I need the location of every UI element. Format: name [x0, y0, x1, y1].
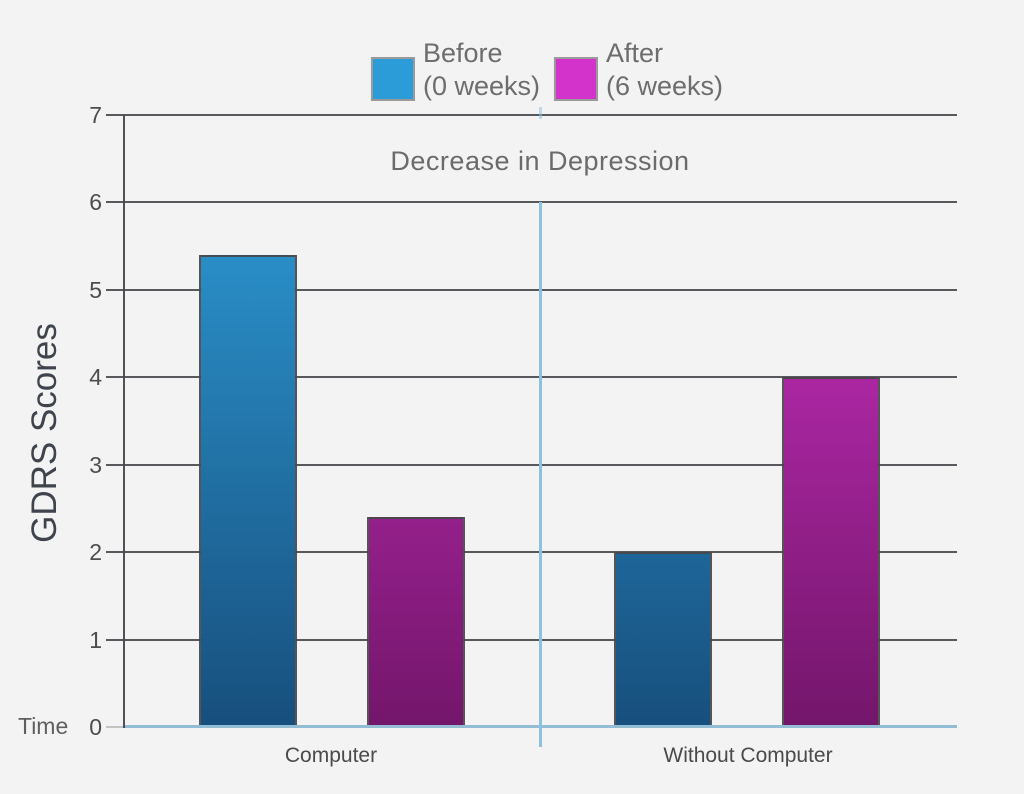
y-tick-label-2: 2	[89, 539, 102, 566]
plot-area	[123, 107, 957, 747]
legend-swatch-after-icon	[554, 57, 598, 101]
legend-label-after-line2: (6 weeks)	[606, 71, 724, 101]
y-tick-label-3: 3	[89, 451, 102, 478]
legend-item-after: After (6 weeks)	[554, 37, 723, 103]
y-tick-7	[106, 114, 123, 116]
legend-swatch-before-icon	[370, 57, 415, 101]
group-divider-line	[539, 202, 542, 747]
legend-label-after-line1: After	[606, 38, 664, 68]
bar-without-computer-before	[614, 552, 712, 727]
y-tick-2	[106, 551, 123, 554]
bar-without-computer-after	[782, 377, 880, 727]
category-label-computer: Computer	[284, 744, 378, 767]
y-axis-title: GDRS Scores	[25, 323, 64, 543]
legend: Before (0 weeks) After (6 weeks)	[370, 37, 723, 103]
chart-title: Decrease in Depression	[390, 146, 690, 176]
y-tick-label-0: 0	[89, 714, 102, 740]
legend-item-before: Before (0 weeks)	[370, 37, 540, 103]
y-tick-0	[106, 726, 123, 728]
y-tick-1	[106, 638, 123, 641]
x-axis-title: Time	[18, 713, 69, 739]
y-axis-line	[123, 115, 125, 728]
y-tick-5	[106, 288, 123, 291]
y-tick-label-6: 6	[89, 189, 102, 216]
y-tick-3	[106, 463, 123, 466]
y-tick-label-7: 7	[89, 102, 102, 128]
y-tick-label-1: 1	[89, 626, 102, 653]
bar-computer-before	[199, 255, 297, 727]
legend-label-before-line2: (0 weeks)	[422, 71, 540, 101]
legend-label-before-line1: Before	[422, 38, 503, 68]
y-tick-4	[106, 376, 123, 379]
y-tick-label-4: 4	[89, 364, 102, 391]
category-label-without-computer: Without Computer	[663, 744, 833, 767]
y-tick-6	[106, 201, 123, 204]
bar-computer-after	[367, 517, 465, 727]
y-tick-label-5: 5	[89, 276, 102, 303]
legend-label-after: After (6 weeks)	[606, 37, 723, 103]
legend-label-before: Before (0 weeks)	[423, 37, 540, 103]
group-divider-top-tick	[539, 107, 542, 119]
